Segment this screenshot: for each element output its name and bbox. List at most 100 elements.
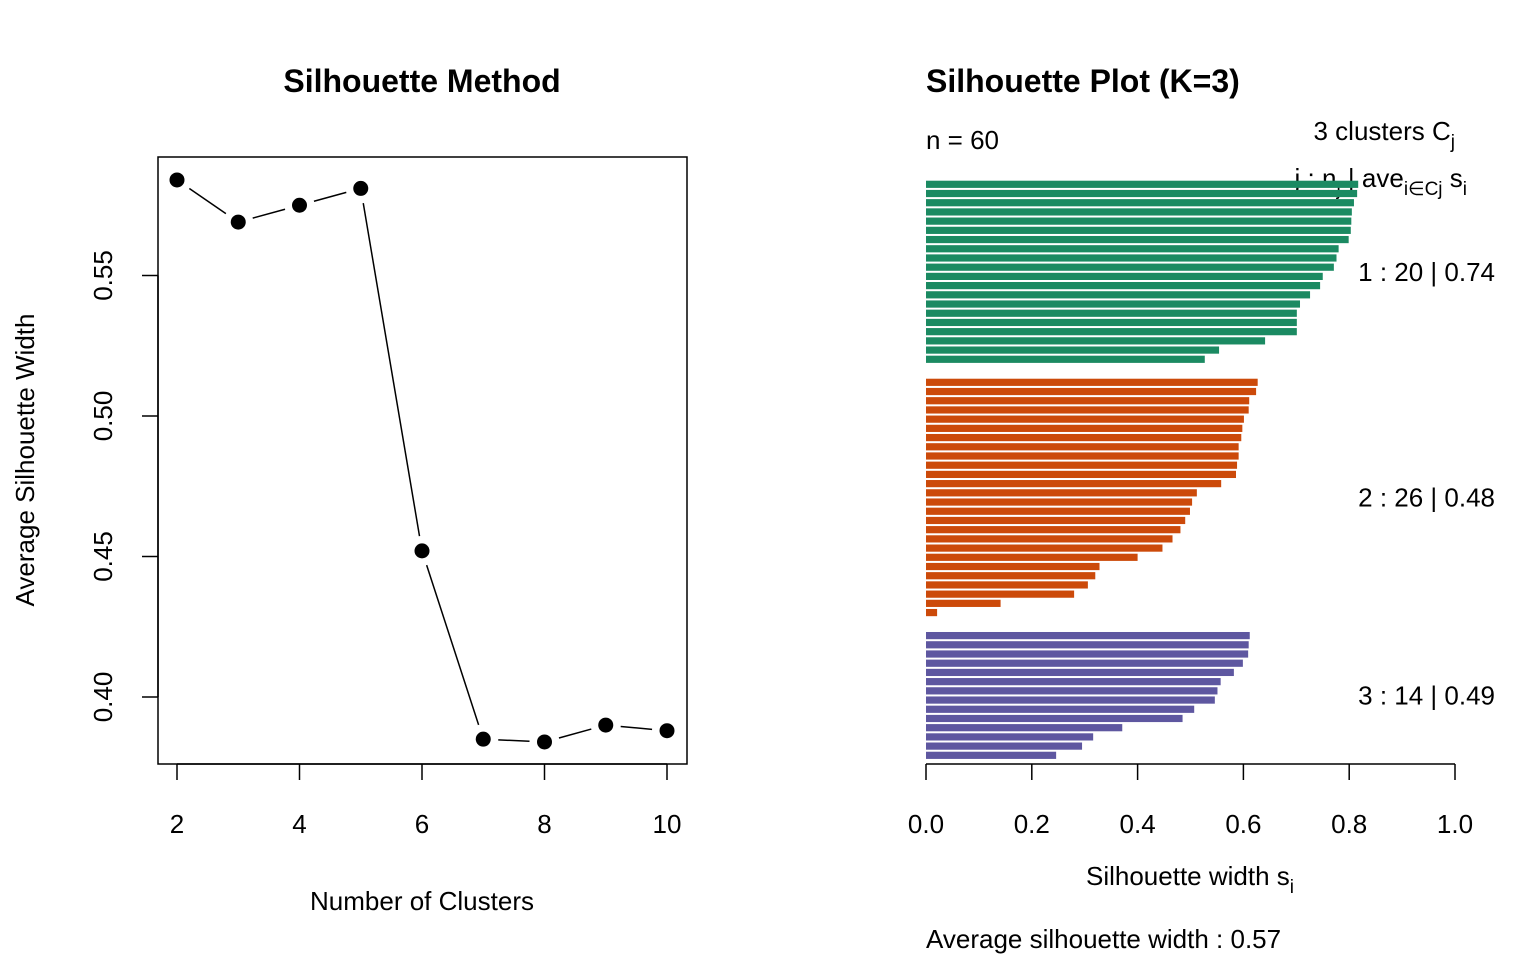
left-series-points: [169, 172, 675, 750]
silhouette-bar: [926, 516, 1186, 525]
silhouette-bar: [926, 498, 1193, 506]
y-tick-label: 0.50: [88, 391, 118, 442]
data-point: [598, 717, 614, 733]
silhouette-bar: [926, 291, 1311, 299]
silhouette-bar: [926, 309, 1297, 317]
series-segment: [362, 203, 421, 537]
silhouette-bar: [926, 696, 1215, 704]
silhouette-bar: [926, 553, 1138, 561]
x-tick-label: 0.2: [1014, 809, 1050, 839]
left-plot-frame: [157, 156, 688, 765]
silhouette-bar: [926, 282, 1321, 290]
data-point: [537, 734, 552, 750]
x-tick-label: 10: [653, 809, 682, 839]
data-point: [230, 214, 246, 230]
x-tick-label: 6: [415, 809, 429, 839]
silhouette-bar: [926, 180, 1359, 188]
silhouette-bar: [926, 300, 1301, 308]
average-silhouette-footer: Average silhouette width : 0.57: [926, 924, 1281, 954]
silhouette-bar: [926, 714, 1183, 723]
x-tick-label: 0.6: [1225, 809, 1261, 839]
silhouette-bar: [926, 742, 1083, 750]
silhouette-method-plot: Silhouette Method 2 4 6 8 10 0.40 0.45 0.50 0.5…: [10, 63, 688, 916]
silhouette-bar: [926, 724, 1123, 732]
silhouette-bar: [926, 254, 1337, 262]
silhouette-bar: [926, 208, 1352, 216]
silhouette-bar: [926, 590, 1075, 598]
silhouette-bar: [926, 452, 1239, 460]
y-tick-label: 0.45: [88, 531, 118, 582]
header-clusters: 3 clusters Cj: [1314, 116, 1456, 153]
silhouette-bar: [926, 526, 1181, 534]
series-segment: [558, 728, 592, 739]
silhouette-bar: [926, 415, 1244, 423]
cluster-label: 1 : 20 | 0.74: [1358, 257, 1495, 287]
left-x-axis: 2 4 6 8 10: [170, 763, 682, 839]
y-tick-label: 0.55: [88, 250, 118, 301]
x-tick-label: 2: [170, 809, 184, 839]
silhouette-bar: [926, 397, 1250, 405]
silhouette-bar: [926, 535, 1173, 543]
silhouette-bar: [926, 245, 1339, 253]
data-point: [169, 172, 185, 188]
silhouette-bar: [926, 581, 1088, 589]
silhouette-bar: [926, 599, 1001, 607]
data-point: [475, 731, 491, 747]
silhouette-bar: [926, 235, 1349, 244]
right-x-axis: 0.0 0.2 0.4 0.6 0.8 1.0: [908, 763, 1473, 839]
series-segment: [498, 739, 530, 743]
series-segment: [188, 187, 227, 215]
right-title: Silhouette Plot (K=3): [926, 63, 1240, 99]
data-point: [292, 197, 307, 213]
series-segment: [620, 725, 653, 731]
silhouette-bar-plot: Silhouette Plot (K=3) n = 60 3 clusters …: [908, 63, 1495, 954]
series-segment: [313, 191, 347, 202]
x-tick-label: 0.8: [1331, 809, 1367, 839]
silhouette-bar: [926, 199, 1354, 207]
silhouette-bar: [926, 751, 1057, 759]
cluster-label: 2 : 26 | 0.48: [1358, 482, 1495, 512]
silhouette-bar: [926, 678, 1221, 686]
silhouette-bar: [926, 461, 1238, 469]
silhouette-bar: [926, 687, 1218, 695]
x-tick-label: 0.0: [908, 809, 944, 839]
silhouette-bar: [926, 544, 1163, 552]
left-series-lines: [188, 187, 653, 743]
silhouette-bar: [926, 226, 1351, 234]
silhouette-bar: [926, 272, 1323, 280]
silhouette-bar: [926, 355, 1205, 363]
silhouette-bar: [926, 443, 1239, 451]
silhouette-bar: [926, 641, 1249, 649]
silhouette-bar: [926, 189, 1358, 198]
silhouette-bar: [926, 387, 1257, 396]
left-y-axis: 0.40 0.45 0.50 0.55: [88, 250, 159, 722]
left-title: Silhouette Method: [283, 63, 560, 99]
silhouette-bar: [926, 562, 1100, 571]
silhouette-bar: [926, 217, 1352, 225]
silhouette-bar: [926, 424, 1243, 432]
silhouette-bar: [926, 733, 1094, 741]
silhouette-bar: [926, 346, 1220, 354]
x-tick-label: 8: [537, 809, 551, 839]
silhouette-bar: [926, 470, 1236, 479]
right-x-label: Silhouette width si: [1086, 861, 1294, 898]
data-point: [414, 543, 430, 559]
silhouette-bar: [926, 378, 1258, 386]
data-point: [659, 723, 675, 739]
cluster-label: 3 : 14 | 0.49: [1358, 680, 1495, 710]
x-tick-label: 1.0: [1437, 809, 1473, 839]
silhouette-bar: [926, 328, 1297, 336]
silhouette-bar: [926, 608, 938, 617]
silhouette-bar: [926, 631, 1250, 640]
x-tick-label: 4: [292, 809, 306, 839]
x-tick-label: 0.4: [1120, 809, 1156, 839]
left-y-label: Average Silhouette Width: [10, 314, 40, 607]
silhouette-bars: [926, 180, 1359, 759]
data-point: [353, 180, 369, 196]
silhouette-bar: [926, 572, 1096, 580]
series-segment: [425, 564, 480, 726]
silhouette-bar: [926, 337, 1266, 345]
n-label: n = 60: [926, 125, 999, 155]
silhouette-bar: [926, 263, 1334, 271]
